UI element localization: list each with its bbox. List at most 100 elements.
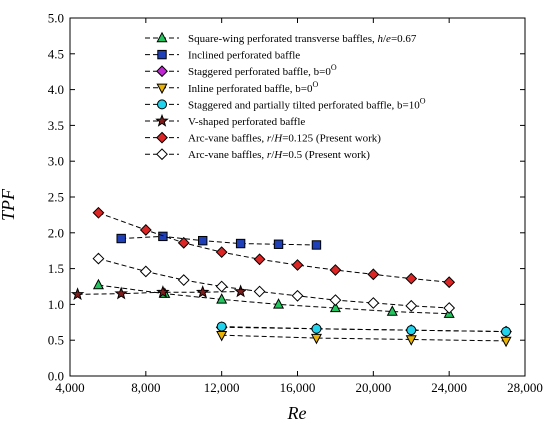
data-point bbox=[198, 235, 208, 246]
legend-marker bbox=[156, 65, 168, 78]
y-tick-label: 4.0 bbox=[48, 82, 64, 97]
legend-entry: Inline perforated baffle, b=0O bbox=[145, 80, 319, 95]
legend-marker bbox=[156, 83, 168, 95]
data-point bbox=[273, 298, 285, 309]
series-line bbox=[221, 326, 507, 333]
data-point bbox=[310, 333, 322, 345]
data-point bbox=[216, 293, 228, 304]
legend-marker bbox=[156, 131, 168, 144]
data-point bbox=[158, 231, 168, 242]
data-point bbox=[215, 280, 228, 293]
series-line bbox=[98, 258, 450, 309]
data-point bbox=[92, 252, 105, 265]
series-5 bbox=[216, 321, 512, 337]
data-point bbox=[273, 239, 284, 249]
data-point bbox=[253, 253, 266, 266]
legend: Square-wing perforated transverse baffle… bbox=[145, 31, 426, 161]
data-point bbox=[291, 259, 304, 271]
data-point bbox=[329, 264, 342, 276]
x-tick-label: 24,000 bbox=[431, 380, 467, 395]
data-point bbox=[406, 325, 417, 336]
data-point bbox=[291, 289, 304, 302]
legend-label: V-shaped perforated baffle bbox=[188, 116, 305, 128]
legend-marker bbox=[157, 49, 167, 60]
x-tick-label: 28,000 bbox=[507, 380, 543, 395]
data-point bbox=[177, 274, 190, 286]
series-3 bbox=[215, 321, 512, 338]
legend-entry: Arc-vane baffles, r/H=0.125 (Present wor… bbox=[145, 131, 381, 145]
data-point bbox=[311, 240, 322, 250]
legend-label: Inline perforated baffle, b=0O bbox=[188, 80, 319, 95]
data-point bbox=[195, 285, 210, 298]
x-axis-title: Re bbox=[287, 403, 307, 423]
series-8 bbox=[92, 252, 456, 314]
data-point bbox=[501, 326, 512, 337]
y-tick-label: 0.5 bbox=[48, 333, 64, 348]
data-point bbox=[215, 246, 228, 259]
data-point bbox=[216, 330, 228, 342]
series-1 bbox=[92, 278, 455, 318]
data-point bbox=[116, 233, 126, 244]
legend-marker bbox=[155, 113, 169, 127]
legend-entry: Staggered and partially tilted perforate… bbox=[145, 96, 426, 111]
data-point bbox=[235, 238, 246, 249]
data-point bbox=[139, 224, 152, 236]
legend-entry: Staggered perforated baffle, b=0O bbox=[145, 63, 337, 78]
data-point bbox=[216, 321, 227, 332]
y-tick-label: 2.5 bbox=[48, 190, 64, 205]
data-point bbox=[367, 268, 380, 281]
y-axis-title: TPF bbox=[0, 188, 18, 221]
data-point bbox=[386, 305, 398, 316]
data-point bbox=[233, 284, 248, 298]
series-line bbox=[221, 334, 507, 342]
series-6 bbox=[70, 284, 248, 301]
y-tick-label: 3.5 bbox=[48, 118, 64, 133]
legend-label: Arc-vane baffles, r/H=0.125 (Present wor… bbox=[188, 133, 381, 145]
x-tick-label: 20,000 bbox=[355, 380, 391, 395]
data-point bbox=[405, 272, 418, 285]
legend-entry: Inclined perforated baffle bbox=[145, 50, 300, 62]
x-tick-label: 4,000 bbox=[55, 380, 84, 395]
legend-entry: Square-wing perforated transverse baffle… bbox=[145, 31, 417, 45]
series-line bbox=[98, 284, 450, 315]
series-line bbox=[77, 291, 241, 295]
legend-label: Staggered and partially tilted perforate… bbox=[188, 96, 426, 111]
data-point bbox=[253, 285, 266, 298]
data-point bbox=[405, 299, 418, 312]
data-point bbox=[156, 285, 170, 298]
y-tick-label: 4.5 bbox=[48, 46, 64, 61]
series-2 bbox=[116, 231, 322, 250]
legend-superscript: O bbox=[331, 63, 337, 72]
data-point bbox=[139, 265, 152, 278]
y-tick-label: 0.0 bbox=[48, 369, 64, 384]
legend-marker bbox=[157, 99, 167, 110]
y-tick-label: 3.0 bbox=[48, 154, 64, 169]
y-tick-label: 1.0 bbox=[48, 297, 64, 312]
legend-label: Staggered perforated baffle, b=0O bbox=[188, 63, 337, 78]
data-point bbox=[114, 286, 128, 300]
series-layer bbox=[70, 206, 512, 348]
y-tick-label: 2.0 bbox=[48, 225, 64, 240]
legend-entry: V-shaped perforated baffle bbox=[145, 113, 305, 128]
x-tick-label: 12,000 bbox=[204, 380, 240, 395]
data-point bbox=[92, 278, 104, 290]
data-point bbox=[92, 206, 105, 219]
legend-label: Square-wing perforated transverse baffle… bbox=[188, 33, 417, 45]
y-tick-label: 1.5 bbox=[48, 261, 64, 276]
legend-superscript: O bbox=[420, 96, 426, 105]
data-point bbox=[367, 297, 380, 309]
data-point bbox=[500, 336, 512, 348]
x-tick-label: 16,000 bbox=[280, 380, 316, 395]
y-tick-label: 5.0 bbox=[48, 11, 64, 26]
legend-marker bbox=[156, 31, 168, 43]
series-7 bbox=[92, 206, 456, 289]
legend-label: Arc-vane baffles, r/H=0.5 (Present work) bbox=[188, 149, 370, 161]
series-line bbox=[121, 235, 317, 246]
data-point bbox=[443, 302, 456, 314]
axis-ticks: 4,000 8,000 12,000 16,000 20,000 24,000 28,000… bbox=[48, 11, 543, 396]
data-point bbox=[70, 287, 85, 301]
data-point bbox=[329, 301, 341, 313]
legend-superscript: O bbox=[313, 80, 319, 89]
legend-marker bbox=[156, 148, 168, 161]
